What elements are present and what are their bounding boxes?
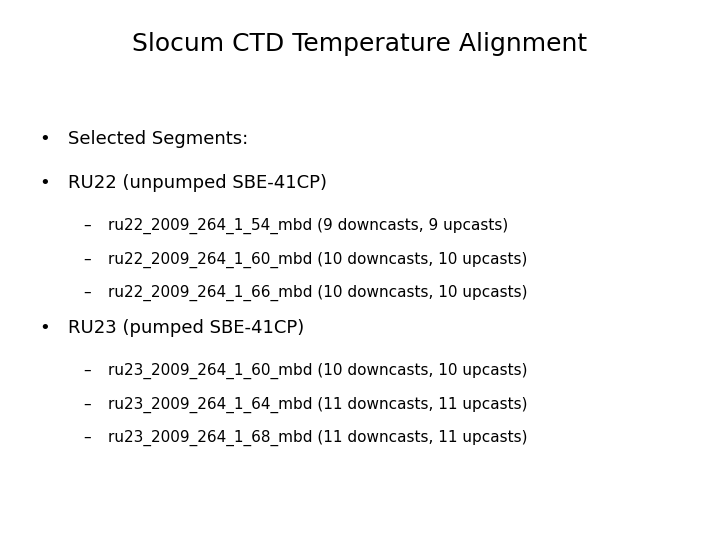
Text: •: • [40,130,50,147]
Text: •: • [40,319,50,336]
Text: ru22_2009_264_1_54_mbd (9 downcasts, 9 upcasts): ru22_2009_264_1_54_mbd (9 downcasts, 9 u… [108,218,508,234]
Text: –: – [83,252,91,267]
Text: ru23_2009_264_1_60_mbd (10 downcasts, 10 upcasts): ru23_2009_264_1_60_mbd (10 downcasts, 10… [108,363,528,379]
Text: –: – [83,430,91,445]
Text: Selected Segments:: Selected Segments: [68,130,248,147]
Text: ru22_2009_264_1_60_mbd (10 downcasts, 10 upcasts): ru22_2009_264_1_60_mbd (10 downcasts, 10… [108,252,527,268]
Text: ru22_2009_264_1_66_mbd (10 downcasts, 10 upcasts): ru22_2009_264_1_66_mbd (10 downcasts, 10… [108,285,528,301]
Text: –: – [83,218,91,233]
Text: –: – [83,363,91,378]
Text: ru23_2009_264_1_68_mbd (11 downcasts, 11 upcasts): ru23_2009_264_1_68_mbd (11 downcasts, 11… [108,430,528,446]
Text: –: – [83,285,91,300]
Text: ru23_2009_264_1_64_mbd (11 downcasts, 11 upcasts): ru23_2009_264_1_64_mbd (11 downcasts, 11… [108,396,528,413]
Text: RU23 (pumped SBE-41CP): RU23 (pumped SBE-41CP) [68,319,305,336]
Text: RU22 (unpumped SBE-41CP): RU22 (unpumped SBE-41CP) [68,174,328,192]
Text: •: • [40,174,50,192]
Text: Slocum CTD Temperature Alignment: Slocum CTD Temperature Alignment [132,32,588,56]
Text: –: – [83,396,91,411]
